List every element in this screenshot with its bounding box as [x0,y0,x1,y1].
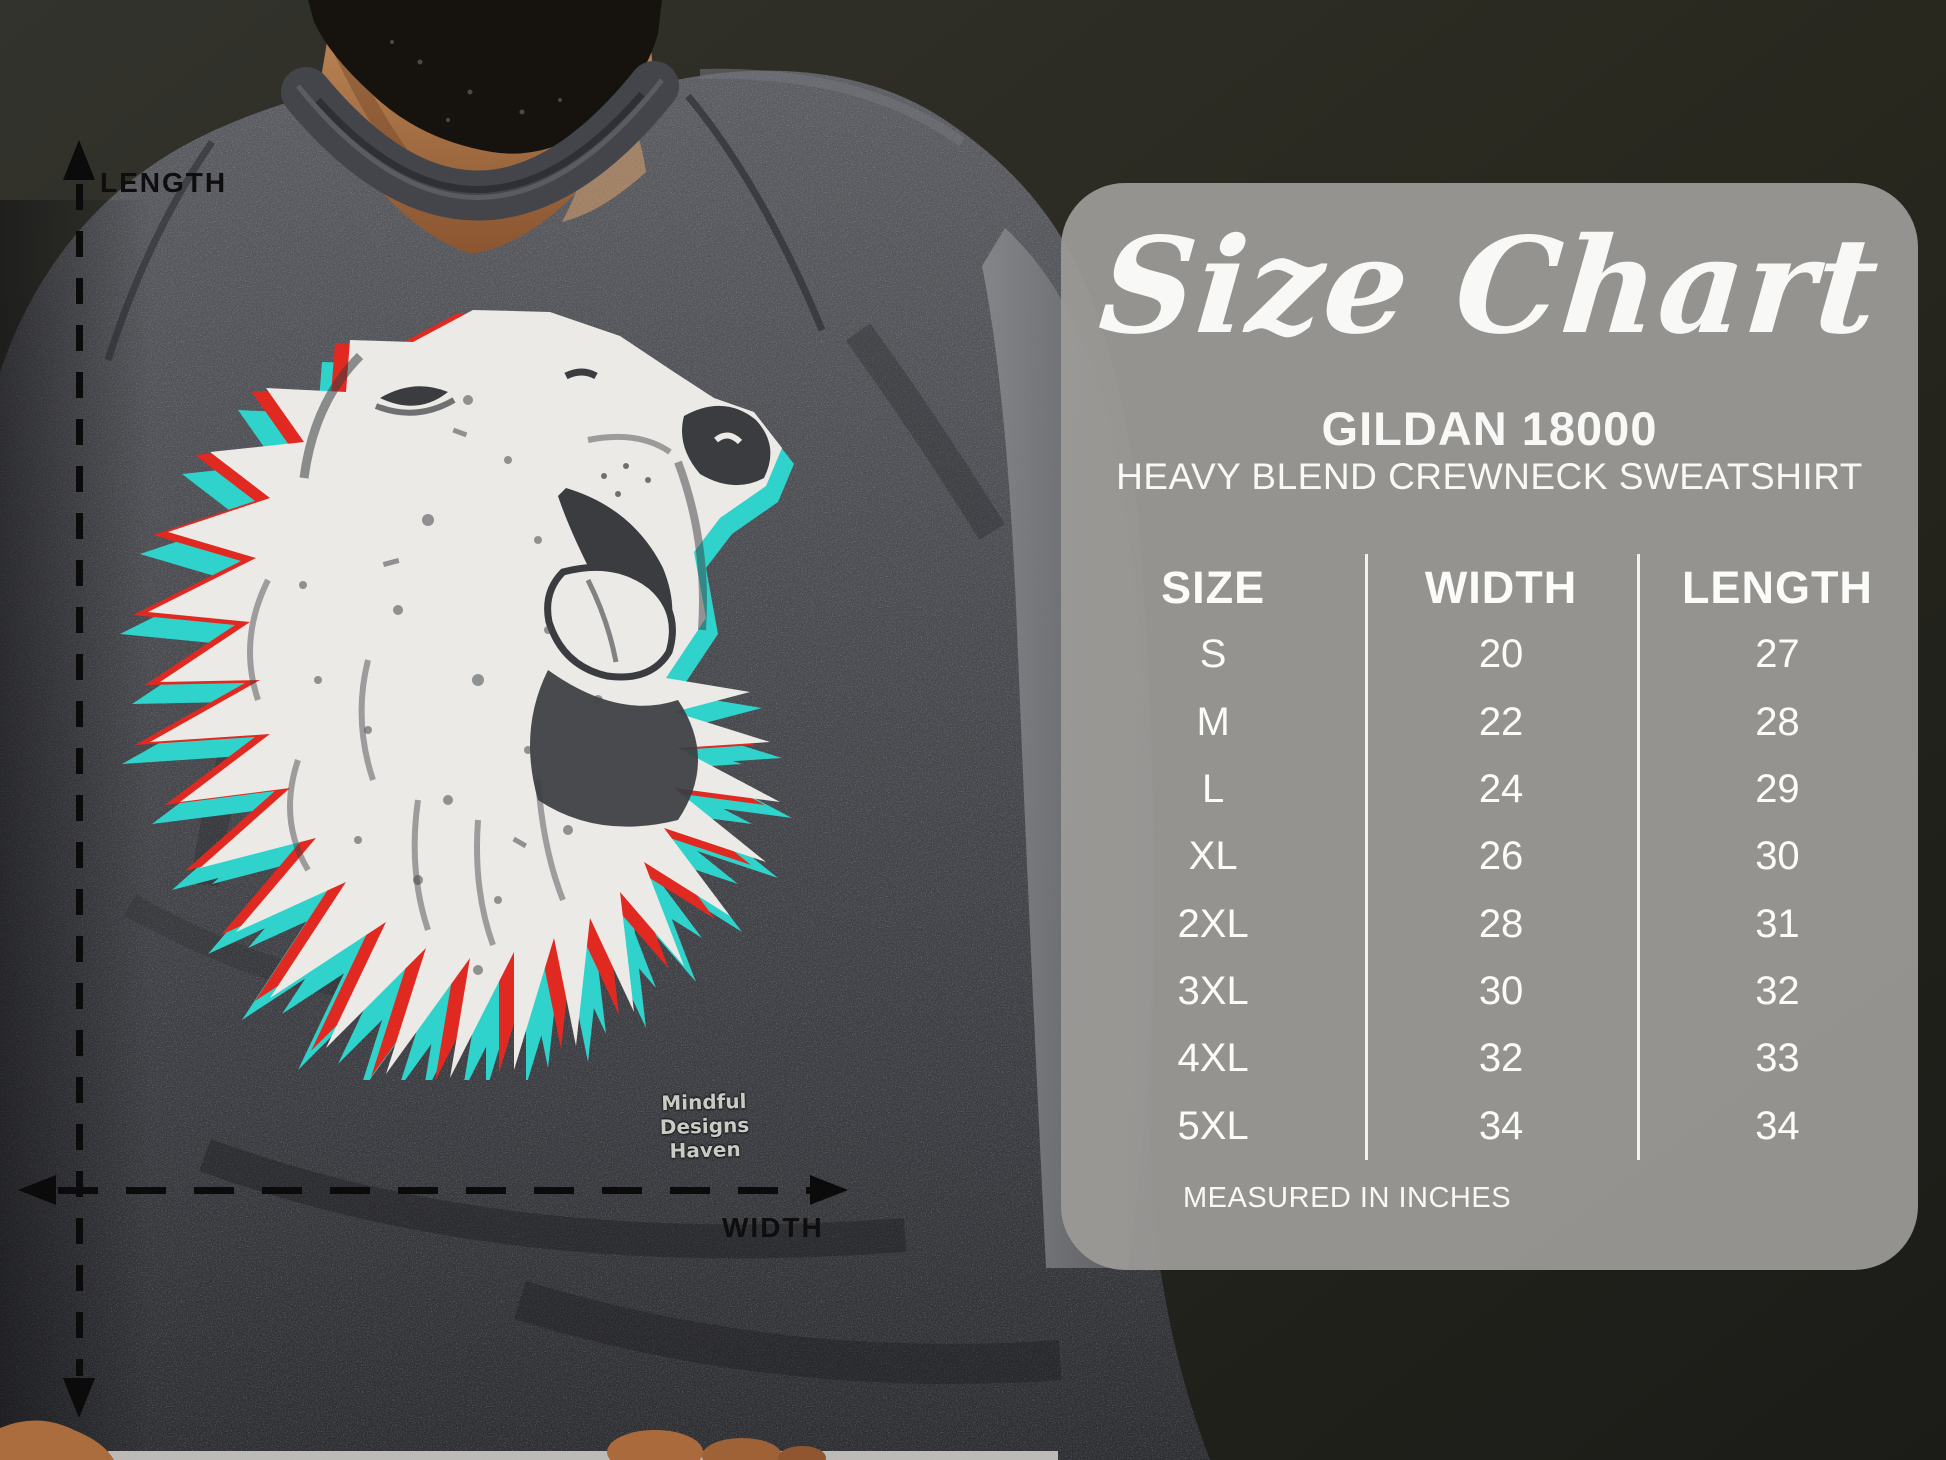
design-credit-line2: Haven [669,1137,741,1163]
length-value: 33 [1755,1036,1800,1081]
dog-face [247,352,771,975]
column-header-length: LENGTH [1681,561,1873,613]
length-value: 32 [1755,968,1800,1013]
hands [0,1420,1058,1460]
design-credit-line1: Mindful Designs [659,1088,750,1140]
width-dashed-line [58,1187,810,1194]
column-header-width: WIDTH [1424,561,1578,613]
length-value: 31 [1755,901,1800,946]
size-value: XL [1188,834,1238,879]
length-label: LENGTH [100,167,228,198]
width-arrow-right-icon [810,1175,848,1205]
size-value: 2XL [1177,901,1249,946]
size-value: M [1196,699,1230,744]
length-dashed-line [76,184,83,1376]
width-value: 22 [1478,699,1524,744]
units-note: MEASURED IN INCHES [1183,1182,1512,1214]
width-label: WIDTH [722,1212,824,1243]
size-chart-panel: Size Chart GILDAN 18000 HEAVY BLEND CREW… [1061,183,1918,1270]
size-chart-title: Size Chart [1094,209,1886,364]
length-value: 30 [1755,834,1800,879]
beard [300,0,662,154]
width-value: 28 [1478,901,1524,946]
column-divider [1365,554,1369,1160]
width-value: 32 [1478,1036,1524,1081]
width-value: 24 [1478,767,1524,812]
size-value: L [1201,767,1225,812]
length-arrow-up-icon [63,140,95,180]
distress-texture [299,395,603,975]
product-description: HEAVY BLEND CREWNECK SWEATSHIRT [1116,456,1863,497]
width-value: 20 [1478,632,1524,677]
collar [281,61,679,221]
design-credit: Mindful Designs Haven [621,1088,788,1164]
width-value: 34 [1478,1103,1524,1148]
width-value: 26 [1478,834,1524,879]
size-value: 4XL [1177,1036,1249,1081]
length-arrow-down-icon [63,1378,95,1418]
length-value: 34 [1755,1103,1800,1148]
length-value: 28 [1755,699,1800,744]
size-table: SIZE WIDTH LENGTH S 20 27 M 22 28 L 24 29 XL 26 30 2… [1061,554,1918,1160]
width-arrow-left-icon [18,1175,56,1205]
product-name: GILDAN 18000 [1321,402,1658,455]
length-value: 27 [1755,632,1800,677]
length-value: 29 [1755,767,1800,812]
golden-retriever-graphic [120,310,794,1080]
size-value: 3XL [1177,968,1249,1013]
width-value: 30 [1478,968,1524,1013]
column-header-size: SIZE [1161,561,1266,613]
size-value: S [1199,632,1227,677]
size-value: 5XL [1177,1103,1249,1148]
column-divider [1636,554,1640,1160]
